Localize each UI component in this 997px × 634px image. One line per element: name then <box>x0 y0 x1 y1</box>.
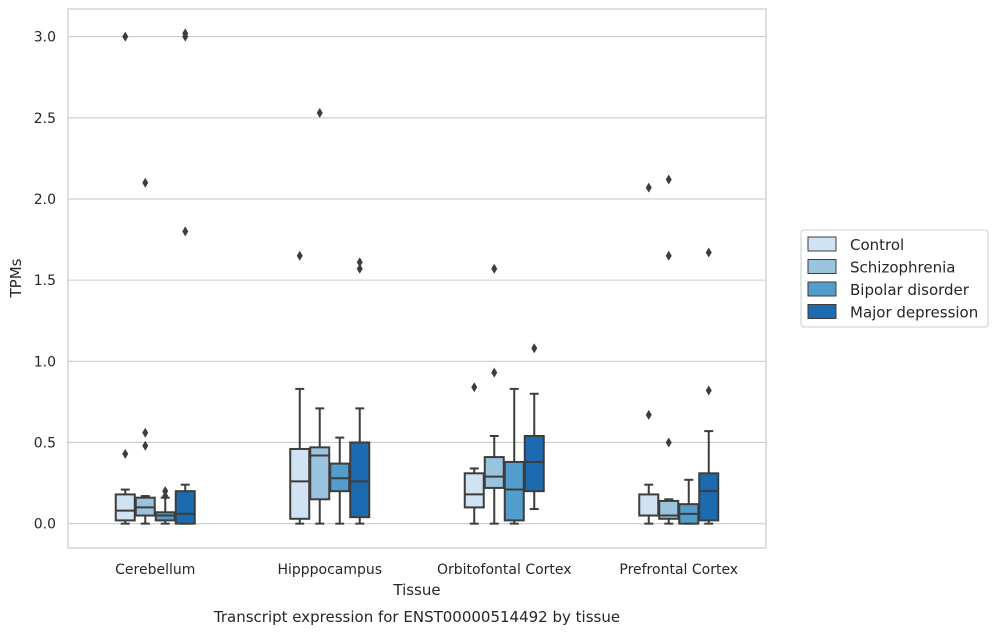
legend-swatch <box>807 281 837 297</box>
box-group <box>114 31 136 525</box>
legend-label: Schizophrenia <box>850 259 955 277</box>
legend-frame <box>800 229 989 328</box>
x-tick-label: Orbitofontal Cortex <box>437 562 572 578</box>
x-tick-label: Hipppocampus <box>277 562 382 578</box>
outlier-point <box>316 107 323 118</box>
y-axis-title: TPMs <box>7 258 25 298</box>
box-group <box>503 387 525 525</box>
box-group <box>698 247 720 525</box>
box-iqr <box>483 456 505 489</box>
box-iqr <box>503 460 525 522</box>
box-iqr <box>174 490 196 525</box>
outlier-point <box>142 440 149 451</box>
legend-label: Bipolar disorder <box>850 281 970 299</box>
box-group <box>523 343 545 511</box>
outlier-point <box>122 31 129 42</box>
outlier-point <box>142 177 149 188</box>
x-tick-labels: Cerebellum Hipppocampus Orbitofontal Corte… <box>115 562 738 578</box>
y-tick-labels: 0.0 0.5 1.0 1.5 2.0 2.5 3.0 <box>34 30 56 533</box>
x-tick-label: Prefrontal Cortex <box>619 562 738 578</box>
y-tick-label: 1.0 <box>34 354 56 370</box>
outlier-point <box>356 263 363 274</box>
box-iqr <box>289 447 311 520</box>
legend-items: Control Schizophrenia Bipolar disorder Majo… <box>807 236 978 322</box>
legend-swatch <box>807 236 837 252</box>
outlier-point <box>296 250 303 261</box>
outlier-point <box>705 385 712 396</box>
y-tick-label: 0.0 <box>34 517 56 533</box>
legend-swatch <box>807 304 837 319</box>
box-iqr <box>523 434 545 493</box>
box-group <box>349 257 371 525</box>
box-group <box>329 436 351 525</box>
legend-swatch <box>807 259 837 274</box>
box-iqr <box>638 493 660 517</box>
legend-label: Major depression <box>850 304 978 322</box>
outlier-point <box>491 367 498 378</box>
box-group <box>658 174 680 525</box>
y-tick-label: 2.5 <box>34 111 56 127</box>
box-group <box>154 486 176 525</box>
y-tick-label: 0.5 <box>34 435 56 451</box>
outlier-point <box>705 247 712 258</box>
outlier-point <box>122 448 129 459</box>
y-tick-label: 3.0 <box>34 30 56 46</box>
box-iqr <box>349 441 371 519</box>
outlier-point <box>356 257 363 268</box>
x-tick-label: Cerebellum <box>115 562 195 578</box>
box-group <box>174 28 196 525</box>
box-group <box>309 107 331 525</box>
y-tick-label: 2.0 <box>34 192 56 208</box>
box-iqr <box>463 472 485 509</box>
outlier-point <box>142 427 149 438</box>
box-group <box>678 478 700 525</box>
gridlines <box>68 36 766 525</box>
y-tick-label: 1.5 <box>34 273 56 289</box>
plot-marks <box>114 28 720 525</box>
box-iqr <box>698 472 720 522</box>
box-group <box>289 250 311 525</box>
box-group <box>463 382 485 525</box>
box-group <box>483 263 505 525</box>
outlier-point <box>531 343 538 354</box>
plot-frame <box>67 8 767 549</box>
box-iqr <box>114 493 136 522</box>
outlier-point <box>645 409 652 420</box>
outlier-point <box>182 226 189 237</box>
outlier-point <box>665 437 672 448</box>
x-axis-title: Tissue <box>392 581 440 599</box>
box-group <box>638 182 660 525</box>
outlier-point <box>665 250 672 261</box>
outlier-point <box>162 486 169 497</box>
outlier-point <box>491 263 498 274</box>
outlier-point <box>471 382 478 393</box>
outlier-point <box>645 182 652 193</box>
legend-label: Control <box>850 236 904 254</box>
outlier-point <box>665 174 672 185</box>
outlier-point <box>182 28 189 39</box>
box-group <box>134 177 156 525</box>
figure-caption: Transcript expression for ENST0000051449… <box>213 608 620 626</box>
legend: Control Schizophrenia Bipolar disorder Majo… <box>800 229 989 328</box>
